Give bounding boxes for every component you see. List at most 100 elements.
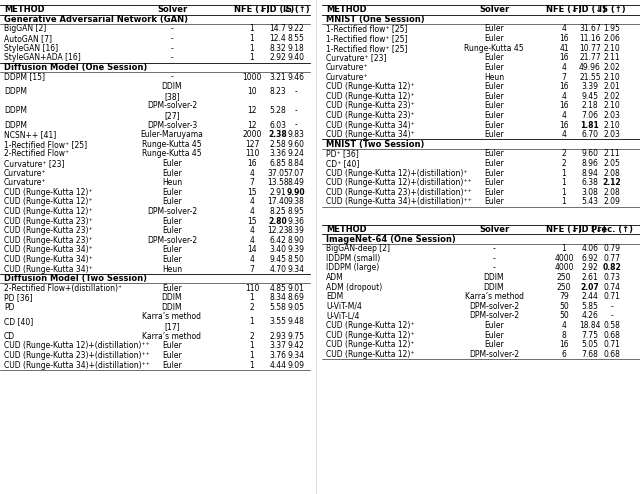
Text: 2.03: 2.03 — [604, 130, 620, 139]
Text: 1: 1 — [562, 178, 566, 187]
Text: 1: 1 — [562, 197, 566, 206]
Text: 8.23: 8.23 — [269, 87, 286, 96]
Text: NFE (↓): NFE (↓) — [546, 225, 582, 234]
Text: DDIM: DDIM — [162, 303, 182, 312]
Text: Euler: Euler — [484, 82, 504, 91]
Text: 2: 2 — [250, 303, 254, 312]
Text: 3.39: 3.39 — [582, 82, 598, 91]
Text: -: - — [171, 25, 173, 34]
Text: 7.06: 7.06 — [582, 111, 598, 120]
Text: 4.06: 4.06 — [582, 244, 598, 253]
Text: Euler: Euler — [162, 197, 182, 206]
Text: -: - — [294, 87, 298, 96]
Text: 0.73: 0.73 — [604, 273, 621, 282]
Text: 1: 1 — [562, 168, 566, 177]
Text: 5.05: 5.05 — [582, 340, 598, 349]
Text: NCSN++ [41]: NCSN++ [41] — [4, 130, 56, 139]
Text: Runge-Kutta 45: Runge-Kutta 45 — [464, 43, 524, 53]
Text: Euler: Euler — [484, 130, 504, 139]
Text: 14: 14 — [247, 246, 257, 254]
Text: CUD (Runge-Kutta 34)⁺: CUD (Runge-Kutta 34)⁺ — [4, 264, 93, 274]
Text: CUD (Runge-Kutta 34)⁺: CUD (Runge-Kutta 34)⁺ — [326, 121, 415, 129]
Text: 8.32: 8.32 — [269, 43, 286, 53]
Text: IDDPM (small): IDDPM (small) — [326, 254, 380, 263]
Text: 18.84: 18.84 — [579, 321, 601, 330]
Text: Heun: Heun — [484, 73, 504, 82]
Text: Prec. (↑): Prec. (↑) — [591, 225, 633, 234]
Text: 9.05: 9.05 — [287, 303, 305, 312]
Text: 6.85: 6.85 — [269, 159, 287, 168]
Text: DPM-solver-2: DPM-solver-2 — [147, 207, 197, 216]
Text: 4: 4 — [561, 92, 566, 101]
Text: 4: 4 — [561, 25, 566, 34]
Text: StyleGAN [16]: StyleGAN [16] — [4, 43, 58, 53]
Text: Euler: Euler — [484, 168, 504, 177]
Text: 6.03: 6.03 — [269, 121, 287, 129]
Text: Runge-Kutta 45: Runge-Kutta 45 — [142, 149, 202, 158]
Text: -: - — [171, 73, 173, 82]
Text: 8.34: 8.34 — [269, 293, 287, 302]
Text: 16: 16 — [247, 159, 257, 168]
Text: CUD (Runge-Kutta 34)+(distillation)⁺⁺: CUD (Runge-Kutta 34)+(distillation)⁺⁺ — [326, 197, 472, 206]
Text: -: - — [294, 121, 298, 129]
Text: 9.48: 9.48 — [287, 317, 305, 327]
Text: U-ViT-L/4: U-ViT-L/4 — [326, 311, 360, 320]
Text: 4: 4 — [561, 130, 566, 139]
Text: 4000: 4000 — [554, 263, 573, 272]
Text: 7.68: 7.68 — [582, 350, 598, 359]
Text: IS (↑): IS (↑) — [598, 5, 625, 14]
Text: 50: 50 — [559, 311, 569, 320]
Text: 3.08: 3.08 — [582, 188, 598, 197]
Text: 9.38: 9.38 — [287, 197, 305, 206]
Text: CUD (Runge-Kutta 34)⁺: CUD (Runge-Kutta 34)⁺ — [4, 246, 93, 254]
Text: -: - — [493, 254, 495, 263]
Text: Euler: Euler — [162, 159, 182, 168]
Text: Euler: Euler — [162, 341, 182, 350]
Text: BigGAN-deep [2]: BigGAN-deep [2] — [326, 244, 390, 253]
Text: 110: 110 — [245, 284, 259, 293]
Text: Diffusion Model (One Session): Diffusion Model (One Session) — [4, 63, 147, 72]
Text: 8.50: 8.50 — [287, 255, 305, 264]
Text: Euler: Euler — [484, 63, 504, 72]
Text: 5.58: 5.58 — [269, 303, 287, 312]
Text: CUD (Runge-Kutta 12)⁺: CUD (Runge-Kutta 12)⁺ — [326, 330, 415, 339]
Text: 2.10: 2.10 — [604, 101, 620, 110]
Text: DDIM: DDIM — [484, 283, 504, 291]
Text: DPM-solver-2: DPM-solver-2 — [147, 236, 197, 245]
Text: 4: 4 — [561, 63, 566, 72]
Text: Euler: Euler — [484, 34, 504, 43]
Text: CD⁺ [40]: CD⁺ [40] — [326, 159, 360, 168]
Text: 41: 41 — [559, 43, 569, 53]
Text: 2.03: 2.03 — [604, 111, 620, 120]
Text: Euler: Euler — [484, 330, 504, 339]
Text: 5.28: 5.28 — [269, 106, 286, 115]
Text: 4: 4 — [250, 255, 255, 264]
Text: 16: 16 — [559, 34, 569, 43]
Text: Euler: Euler — [162, 216, 182, 225]
Text: Curvature⁺: Curvature⁺ — [4, 178, 47, 187]
Text: DDPM: DDPM — [4, 106, 27, 115]
Text: 1: 1 — [250, 351, 254, 360]
Text: 4: 4 — [250, 168, 255, 177]
Text: Euler: Euler — [484, 149, 504, 158]
Text: 8.49: 8.49 — [287, 178, 305, 187]
Text: PD: PD — [4, 303, 15, 312]
Text: 1: 1 — [250, 53, 254, 62]
Text: 79: 79 — [559, 292, 569, 301]
Text: 1.81: 1.81 — [580, 121, 600, 129]
Text: DDPM: DDPM — [4, 121, 27, 129]
Text: 2.10: 2.10 — [604, 121, 620, 129]
Text: 12.23: 12.23 — [268, 226, 289, 235]
Text: Euler: Euler — [484, 53, 504, 62]
Text: 1-Rectified Flow⁺ [25]: 1-Rectified Flow⁺ [25] — [4, 140, 87, 149]
Text: 10.77: 10.77 — [579, 43, 601, 53]
Text: 9.22: 9.22 — [287, 25, 305, 34]
Text: 2: 2 — [250, 331, 254, 341]
Text: 7.07: 7.07 — [287, 168, 305, 177]
Text: FID (↓): FID (↓) — [573, 225, 607, 234]
Text: 12.4: 12.4 — [269, 34, 286, 43]
Text: Euler: Euler — [484, 25, 504, 34]
Text: CUD (Runge-Kutta 12)+(distillation)⁺⁺: CUD (Runge-Kutta 12)+(distillation)⁺⁺ — [4, 341, 150, 350]
Text: Euler: Euler — [484, 197, 504, 206]
Text: 1-Rectified flow⁺ [25]: 1-Rectified flow⁺ [25] — [326, 25, 408, 34]
